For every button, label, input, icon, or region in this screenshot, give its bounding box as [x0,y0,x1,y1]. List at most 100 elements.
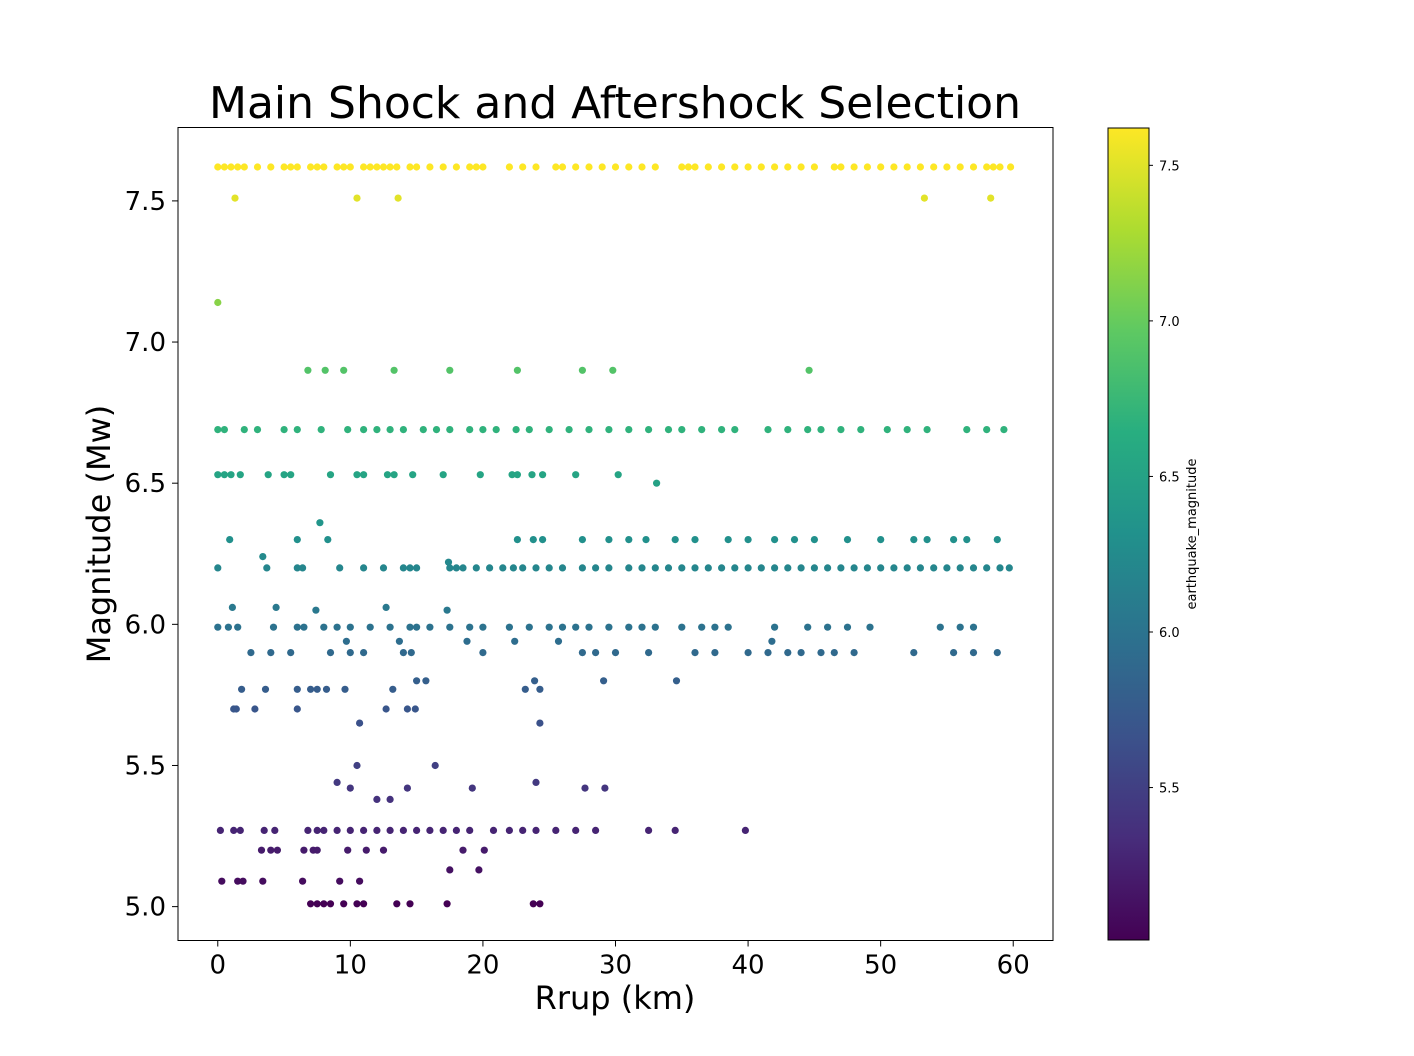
scatter-point [224,623,232,631]
scatter-point [379,564,388,572]
colorbar-tick-label: 6.0 [1159,626,1180,641]
scatter-point [572,471,580,479]
scatter-point [731,163,739,171]
scatter-point [532,778,540,787]
scatter-point [678,564,686,572]
scatter-point [810,163,819,171]
scatter-point [443,900,451,908]
scatter-point [552,163,560,171]
y-tick-label: 5.0 [125,893,166,923]
scatter-point [333,826,341,835]
scatter-point [508,471,516,479]
scatter-point [651,564,659,572]
scatter-point [360,826,368,835]
scatter-point [950,649,958,657]
scatter-point [943,163,951,171]
scatter-point [489,826,498,835]
scatter-point [446,866,454,874]
scatter-point [890,564,898,572]
scatter-point [463,637,471,645]
scatter-point [379,163,388,171]
x-tick-label: 50 [864,951,897,981]
x-tick-label: 10 [334,951,367,981]
scatter-point [406,623,414,631]
scatter-point [234,163,242,171]
scatter-point [525,426,533,434]
scatter-point [344,426,352,434]
scatter-point [259,877,267,885]
scatter-point [691,649,699,657]
scatter-point [439,826,447,835]
scatter-point [394,194,402,202]
scatter-point [757,564,765,572]
scatter-point [240,426,248,434]
scatter-point [810,536,819,544]
scatter-point [238,685,246,693]
scatter-point [572,623,580,631]
scatter-point [236,471,244,479]
scatter-point [459,564,467,572]
scatter-point [863,564,872,572]
scatter-point [342,637,350,645]
scatter-point [366,623,374,631]
colorbar-tick-label: 7.0 [1159,315,1180,330]
scatter-point [638,163,646,171]
scatter-point [600,677,608,685]
scatter-point [804,426,812,434]
scatter-point [321,366,329,374]
scatter-point [983,163,991,171]
scatter-point [916,564,925,572]
scatter-point [320,826,328,835]
scatter-point [711,649,719,657]
scatter-point [866,623,874,631]
scatter-point [300,846,308,854]
scatter-point [532,826,540,835]
scatter-point [452,564,460,572]
scatter-point [340,900,348,908]
scatter-point [505,163,513,171]
scatter-point [426,826,434,835]
scatter-point [771,564,779,572]
scatter-point [877,536,885,544]
scatter-point [718,564,726,572]
scatter-point [251,705,259,713]
scatter-point [479,426,487,434]
scatter-point [472,163,480,171]
scatter-point [452,163,460,171]
scatter-point [468,784,476,792]
scatter-point [638,564,646,572]
scatter-point [578,564,587,572]
scatter-point [287,163,295,171]
scatter-point [432,426,441,434]
scatter-point [444,558,453,566]
scatter-point [426,623,434,631]
scatter-point [227,163,235,171]
scatter-point [340,163,348,171]
scatter-point [691,536,699,544]
scatter-point [340,366,348,374]
scatter-point [512,426,520,434]
scatter-point [592,826,600,835]
scatter-point [226,536,234,544]
scatter-point [260,826,268,835]
scatter-point [711,623,719,631]
scatter-point [910,536,918,544]
scatter-point [234,623,242,631]
scatter-point [263,564,271,572]
scatter-point [403,784,411,792]
scatter-point [642,536,650,544]
scatter-point [536,900,544,908]
scatter-point [304,366,312,374]
scatter-point [930,163,938,171]
scatter-point [390,471,398,479]
scatter-point [413,564,421,572]
scatter-point [513,471,522,479]
scatter-point [605,564,613,572]
scatter-point [253,426,262,434]
scatter-point [386,826,394,835]
scatter-point [299,564,307,572]
scatter-point [280,163,288,171]
scatter-point [406,564,414,572]
scatter-point [228,603,236,612]
scatter-point [407,649,415,657]
